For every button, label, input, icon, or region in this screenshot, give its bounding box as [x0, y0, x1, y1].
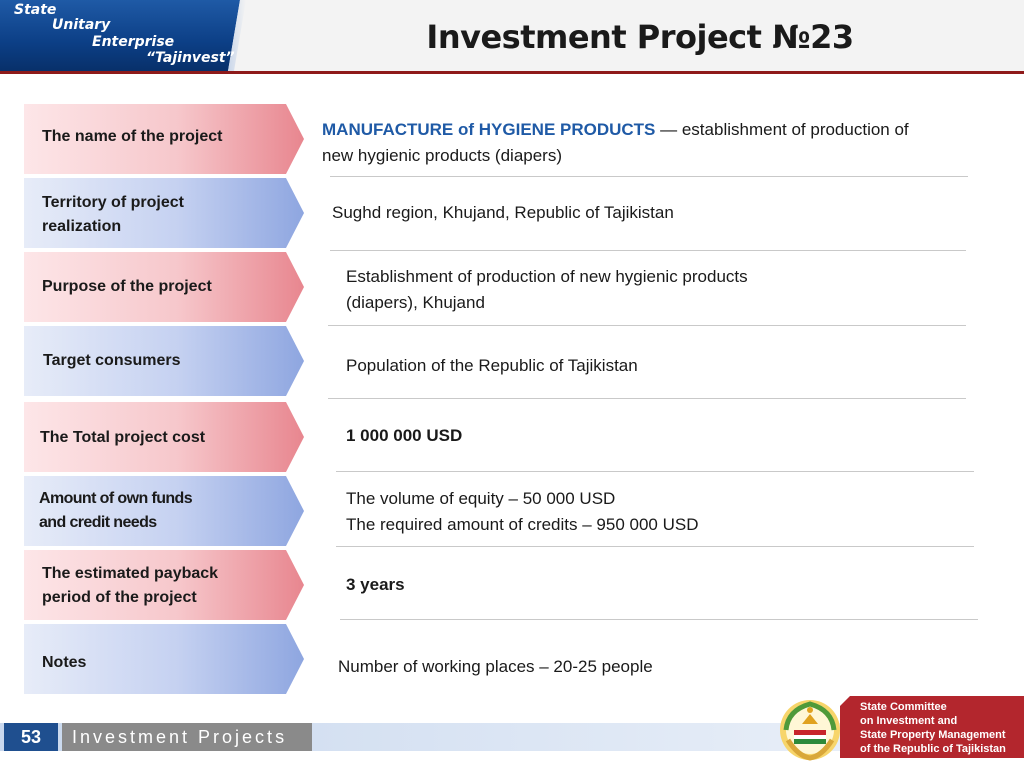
- purpose-value-line-2: (diapers), Khujand: [346, 293, 485, 312]
- logo-line-2: Unitary: [52, 17, 111, 33]
- tab-label-line-2: and credit needs: [39, 514, 157, 531]
- divider: [330, 176, 968, 177]
- equity-value: The volume of equity – 50 000 USD: [346, 489, 616, 508]
- tab-purpose: Purpose of the project: [24, 252, 304, 322]
- tab-label: The Total project cost: [40, 429, 206, 446]
- tab-label: Target consumers: [43, 352, 181, 369]
- divider: [330, 250, 966, 251]
- tab-payback: The estimated payback period of the proj…: [24, 550, 304, 620]
- tab-label-line-1: Amount of own funds: [39, 490, 193, 507]
- consumers-value: Population of the Republic of Tajikistan: [346, 356, 638, 375]
- project-name-rest: — establishment of production of: [655, 120, 909, 139]
- project-name-highlight: MANUFACTURE of HYGIENE PRODUCTS: [322, 120, 656, 139]
- purpose-value-line-1: Establishment of production of new hygie…: [346, 267, 748, 286]
- tab-label: Notes: [42, 654, 87, 671]
- tab-label-line-2: realization: [42, 218, 122, 235]
- page-title: Investment Project №23: [426, 18, 854, 56]
- credits-value: The required amount of credits – 950 000…: [346, 515, 699, 534]
- divider: [328, 325, 966, 326]
- divider: [328, 398, 966, 399]
- logo-line-1: State: [14, 2, 57, 18]
- logo-line-4: “Tajinvest”: [146, 50, 235, 66]
- tajinvest-logo: [0, 0, 240, 71]
- project-name-line-2: new hygienic products (diapers): [322, 146, 563, 165]
- tajikistan-emblem-icon: [780, 700, 840, 761]
- territory-value: Sughd region, Khujand, Republic of Tajik…: [332, 203, 674, 222]
- tab-label: The name of the project: [42, 128, 223, 145]
- tab-funds: Amount of own funds and credit needs: [24, 476, 304, 546]
- tab-label-line-1: Territory of project: [42, 194, 184, 211]
- project-name-line-1: MANUFACTURE of HYGIENE PRODUCTS — establ…: [322, 117, 998, 143]
- tab-total-cost: The Total project cost: [24, 402, 304, 472]
- notes-value: Number of working places – 20-25 people: [338, 657, 653, 676]
- gov-line-3: State Property Management: [860, 729, 1006, 741]
- gov-line-4: of the Republic of Tajikistan: [860, 743, 1006, 755]
- tab-target-consumers: Target consumers: [24, 326, 304, 396]
- section-label: Investment Projects: [62, 723, 312, 751]
- payback-value: 3 years: [346, 575, 405, 594]
- divider: [336, 471, 974, 472]
- tab-territory: Territory of project realization: [24, 178, 304, 248]
- divider: [340, 619, 978, 620]
- tab-project-name: The name of the project: [24, 104, 304, 174]
- gov-line-1: State Committee: [860, 701, 947, 713]
- gov-line-2: on Investment and: [860, 715, 958, 727]
- total-cost-value: 1 000 000 USD: [346, 426, 463, 445]
- page-number: 53: [4, 723, 58, 751]
- header-rule: [0, 71, 1024, 74]
- logo-line-3: Enterprise: [92, 34, 175, 50]
- tab-label: Purpose of the project: [42, 278, 212, 295]
- state-committee-badge: [840, 696, 1024, 758]
- tab-label-line-1: The estimated payback: [42, 565, 219, 582]
- tab-label-line-2: period of the project: [42, 589, 197, 606]
- tab-notes: Notes: [24, 624, 304, 694]
- divider: [336, 546, 974, 547]
